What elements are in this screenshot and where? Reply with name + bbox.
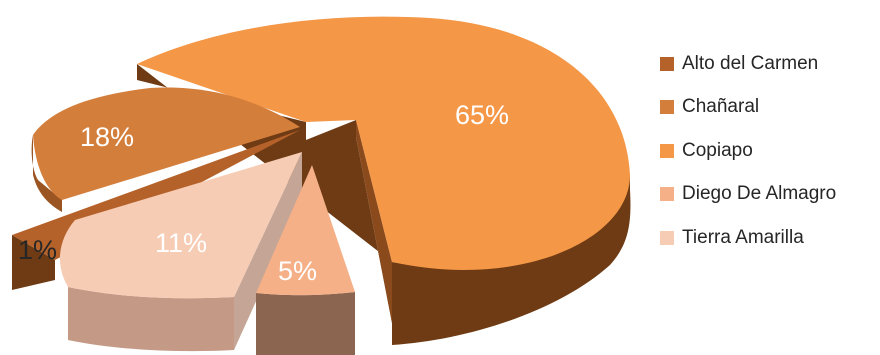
slice-label: 5% — [278, 256, 317, 286]
slice-copiapo — [137, 16, 630, 270]
legend-label: Chañaral — [682, 96, 760, 117]
slice-label: 65% — [455, 100, 509, 130]
legend-item: Copiapo — [660, 139, 875, 162]
slice-side-copiapo-inner — [356, 120, 392, 323]
legend-item: Chañaral — [660, 96, 875, 119]
legend-swatch — [660, 230, 674, 245]
slice-tierra — [59, 152, 303, 299]
legend-swatch — [660, 100, 674, 114]
slice-label: 1% — [18, 235, 57, 265]
legend-swatch — [660, 187, 674, 201]
slice-label: 11% — [155, 228, 207, 258]
slice-tops — [12, 16, 630, 299]
slice-side-alto — [12, 235, 55, 290]
legend-item: Alto del Carmen — [660, 52, 875, 75]
legend-label: Copiapo — [682, 139, 753, 161]
slice-label: 18% — [80, 122, 134, 152]
slice-diego — [256, 165, 355, 296]
legend-swatch — [660, 56, 674, 71]
legend-item: Tierra Amarilla — [660, 226, 875, 249]
slice-side-chanaral — [31, 135, 62, 212]
slice-chanaral — [33, 87, 300, 200]
slice-labels: 1% 18% 65% 5% 11% — [18, 100, 509, 286]
legend: Alto del Carmen Chañaral Copiapo Diego De A… — [660, 52, 875, 270]
slice-side-diego — [256, 292, 355, 355]
slice-side-tierra-right — [234, 152, 302, 350]
slice-side-tierra — [68, 287, 234, 352]
legend-label: Diego De Almagro — [682, 183, 837, 204]
legend-label: Tierra Amarilla — [682, 226, 804, 248]
pie-chart: 1% 18% 65% 5% 11% — [12, 16, 631, 355]
legend-label: Alto del Carmen — [682, 52, 819, 74]
legend-swatch — [660, 143, 674, 158]
legend-item: Diego De Almagro — [660, 183, 875, 206]
